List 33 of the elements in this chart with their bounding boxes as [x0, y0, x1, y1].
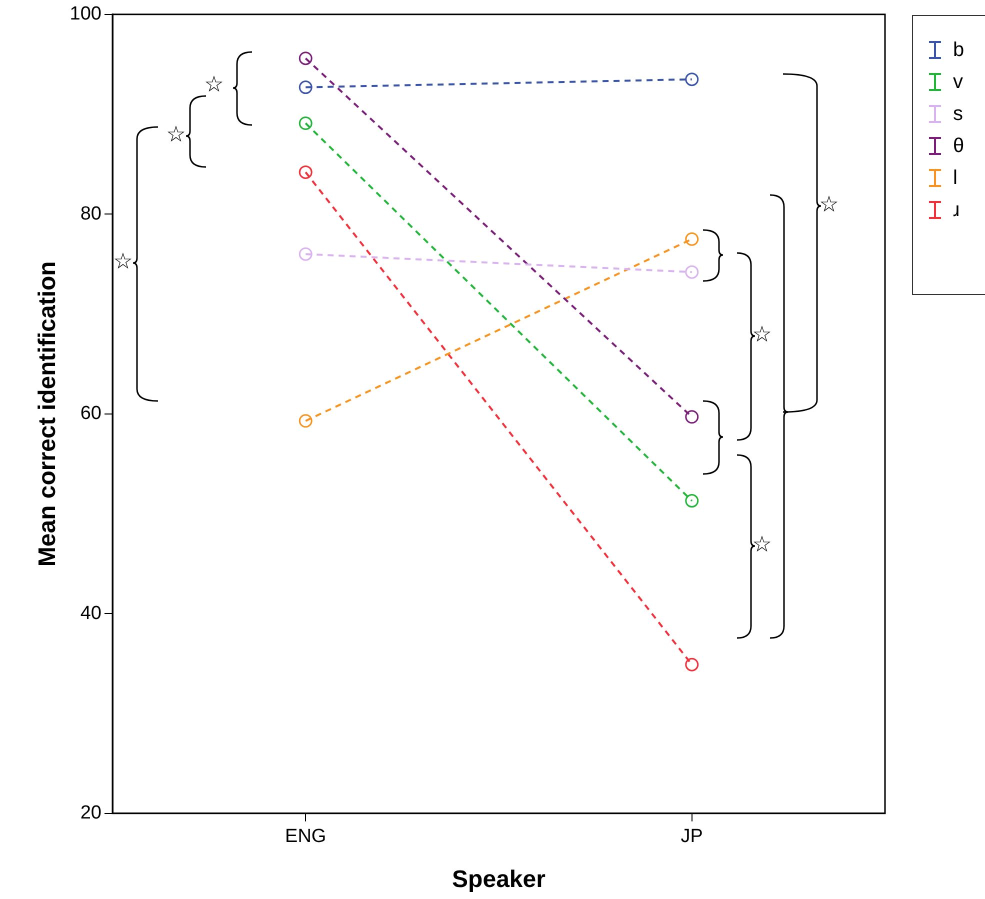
point	[685, 232, 699, 246]
y-tick-label: 80	[80, 203, 102, 224]
legend-label: l	[953, 166, 958, 190]
point	[685, 72, 699, 86]
x-tick-label: JP	[680, 826, 703, 848]
legend-label: θ	[953, 134, 964, 158]
y-tick-label: 100	[70, 4, 102, 25]
annotation: ☆	[113, 250, 133, 275]
y-tick-label: 40	[80, 602, 102, 624]
point	[298, 165, 312, 179]
legend-label: b	[953, 38, 964, 62]
point	[298, 116, 312, 130]
point	[298, 80, 312, 94]
point	[298, 247, 312, 261]
annotation: ☆	[752, 532, 772, 558]
y-axis-title: Mean correct identification	[34, 261, 62, 567]
y-tick-label: 20	[80, 802, 102, 824]
point	[298, 414, 312, 428]
legend-label: v	[953, 70, 963, 94]
point	[685, 494, 699, 508]
annotation: ☆	[166, 122, 186, 148]
point	[298, 52, 312, 66]
legend-label: s	[953, 102, 963, 126]
annotation: ☆	[752, 322, 772, 348]
x-axis-title: Speaker	[452, 866, 546, 894]
point	[685, 265, 699, 279]
x-tick-label: ENG	[285, 826, 326, 848]
annotation: ☆	[204, 72, 224, 98]
legend-label: ɹ	[953, 198, 960, 222]
point	[685, 658, 699, 672]
point	[685, 410, 699, 424]
annotation: ☆	[819, 192, 839, 218]
y-tick-label: 60	[80, 403, 102, 424]
